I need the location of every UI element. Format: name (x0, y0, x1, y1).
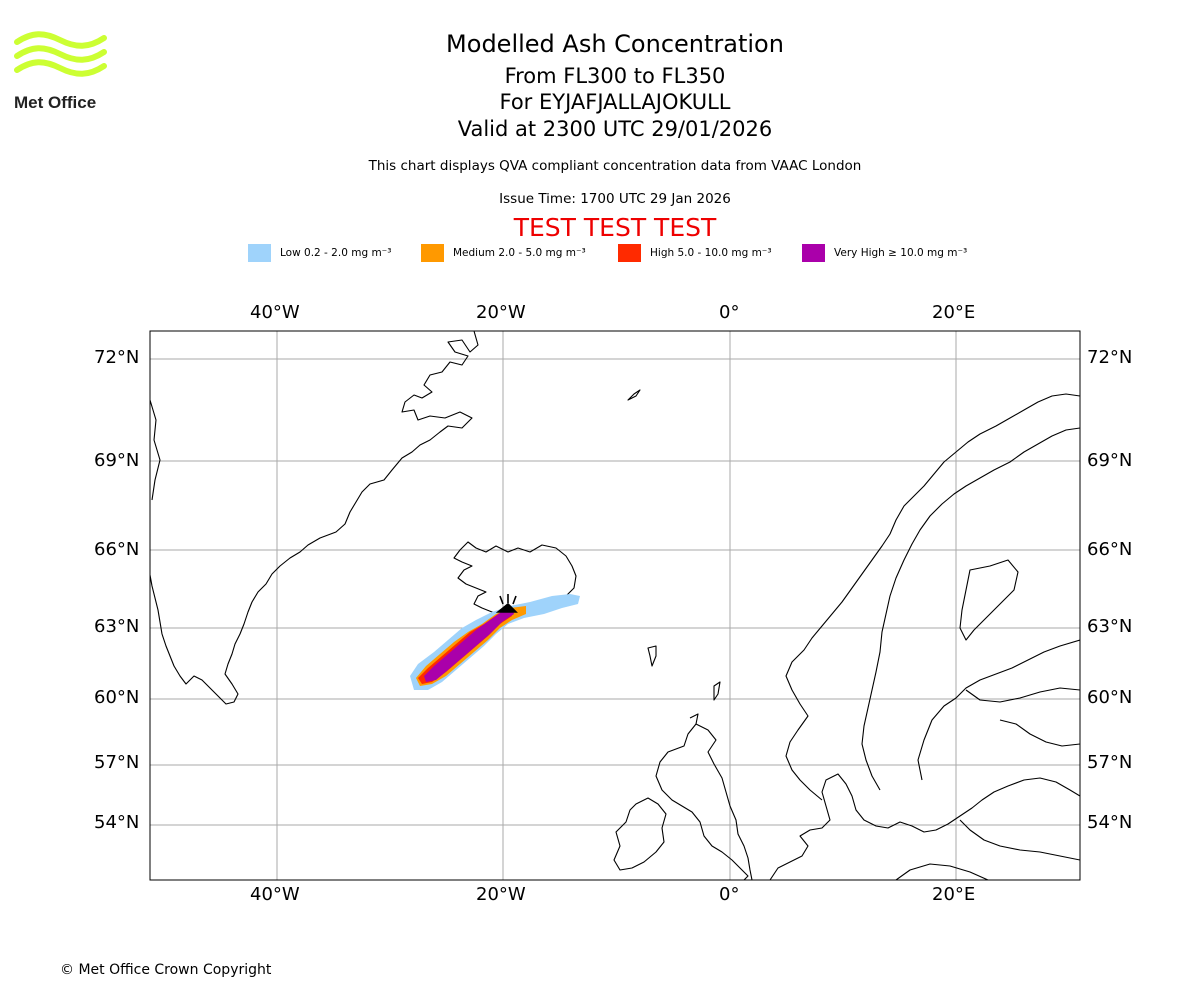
legend-label-medium: Medium 2.0 - 5.0 mg m⁻³ (453, 247, 586, 259)
legend-item-very-high: Very High ≥ 10.0 mg m⁻³ (802, 244, 967, 262)
valid-time: Valid at 2300 UTC 29/01/2026 (457, 117, 773, 141)
copyright: © Met Office Crown Copyright (60, 962, 272, 978)
lon-label-bottom-20w: 20°W (476, 884, 526, 905)
lon-label-top-0: 0° (719, 302, 740, 323)
lat-label-left-69n: 69°N (94, 450, 140, 471)
lon-label-bottom-0: 0° (719, 884, 740, 905)
faroe-coast (647, 645, 657, 667)
chart-description: This chart displays QVA compliant concen… (368, 158, 862, 174)
lat-label-right-54n: 54°N (1087, 812, 1133, 833)
met-office-waves-icon (14, 31, 107, 77)
legend-item-medium: Medium 2.0 - 5.0 mg m⁻³ (421, 244, 586, 262)
legend-swatch-very-high (802, 244, 825, 262)
legend-swatch-medium (421, 244, 444, 262)
baltic-coast (917, 639, 1080, 781)
jan-mayen-coast (627, 389, 641, 401)
logo-text: Met Office (14, 93, 97, 112)
lat-label-right-66n: 66°N (1087, 539, 1133, 560)
greenland-coast (150, 331, 479, 705)
test-banner: TEST TEST TEST (513, 213, 717, 242)
shetland-coast (713, 681, 721, 701)
volcano-name: For EYJAFJALLAJOKULL (499, 90, 731, 114)
britain-coast (655, 713, 749, 880)
lat-label-left-72n: 72°N (94, 347, 140, 368)
lon-label-top-40w: 40°W (250, 302, 300, 323)
legend-label-high: High 5.0 - 10.0 mg m⁻³ (650, 247, 772, 259)
lon-label-bottom-20e: 20°E (932, 884, 976, 905)
ash-very-high-region (424, 608, 514, 682)
lon-label-top-20w: 20°W (476, 302, 526, 323)
ireland-coast (613, 797, 667, 871)
ash-plume (410, 594, 580, 690)
legend-item-low: Low 0.2 - 2.0 mg m⁻³ (248, 244, 391, 262)
volcano-icon (495, 594, 518, 613)
graticule (150, 331, 1080, 880)
legend-label-low: Low 0.2 - 2.0 mg m⁻³ (280, 247, 392, 259)
lat-label-right-60n: 60°N (1087, 687, 1133, 708)
sweden-coast (861, 427, 1080, 791)
lat-label-right-69n: 69°N (1087, 450, 1133, 471)
chart-title: Modelled Ash Concentration (446, 30, 784, 58)
legend-item-high: High 5.0 - 10.0 mg m⁻³ (618, 244, 772, 262)
lon-label-bottom-40w: 40°W (250, 884, 300, 905)
met-office-logo: Met Office (14, 30, 109, 113)
coastlines (150, 331, 1080, 880)
legend-label-very-high: Very High ≥ 10.0 mg m⁻³ (834, 247, 968, 259)
lon-label-top-20e: 20°E (932, 302, 976, 323)
legend-swatch-high (618, 244, 641, 262)
lat-label-left-57n: 57°N (94, 752, 140, 773)
lat-label-left-63n: 63°N (94, 616, 140, 637)
lat-label-right-57n: 57°N (1087, 752, 1133, 773)
issue-time: Issue Time: 1700 UTC 29 Jan 2026 (499, 191, 731, 207)
lat-label-right-72n: 72°N (1087, 347, 1133, 368)
continent-coast (769, 773, 1080, 880)
norway-coast (785, 393, 1080, 801)
lat-label-left-66n: 66°N (94, 539, 140, 560)
lat-label-left-60n: 60°N (94, 687, 140, 708)
legend-swatch-low (248, 244, 271, 262)
lat-label-left-54n: 54°N (94, 812, 140, 833)
map-frame (149, 330, 1081, 881)
lat-label-right-63n: 63°N (1087, 616, 1133, 637)
flight-level-range: From FL300 to FL350 (504, 64, 726, 88)
